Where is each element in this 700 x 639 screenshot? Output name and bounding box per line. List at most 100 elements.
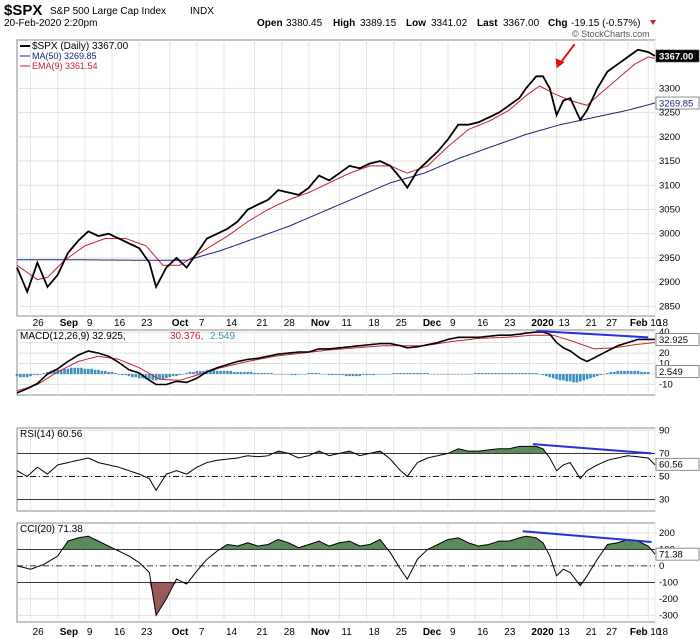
x-tick-label: 18: [657, 627, 669, 638]
histogram-bar: [195, 370, 199, 375]
y-tick-label: 30: [659, 494, 670, 505]
y-tick-label: 3000: [659, 229, 680, 240]
x-tick-label: 27: [606, 627, 618, 638]
histogram-bar: [137, 374, 141, 379]
symbol-title: $SPX: [4, 2, 42, 19]
histogram-bar: [388, 374, 392, 375]
x-tick-label: 16: [477, 627, 489, 638]
histogram-bar: [100, 370, 104, 375]
x-tick-label: 7: [199, 627, 205, 638]
histogram-bar: [73, 367, 76, 375]
y-tick-label: 20: [659, 348, 670, 359]
down-triangle-icon: [650, 20, 656, 25]
price-frame: [16, 39, 656, 317]
histogram-bar: [545, 374, 548, 377]
overbought-fill: [17, 536, 655, 550]
x-tick-label: Oct: [172, 318, 189, 329]
histogram-bar: [181, 374, 185, 375]
histogram-bar: [555, 374, 558, 380]
histogram-bar: [134, 374, 138, 378]
x-tick-label: 10: [650, 318, 662, 329]
histogram-bar: [636, 370, 640, 375]
histogram-bar: [534, 372, 538, 375]
histogram-bar: [643, 371, 647, 375]
histogram-bar: [473, 372, 477, 375]
last-value-label: 2.549: [659, 367, 683, 378]
histogram-bar: [185, 372, 188, 375]
y-tick-label: 90: [659, 425, 670, 436]
cci-line: [16, 535, 656, 617]
histogram-bar: [36, 374, 39, 376]
histogram-bar: [344, 374, 348, 377]
histogram-bar: [15, 374, 19, 377]
rsi-legend: RSI(14) 60.56: [20, 429, 83, 440]
histogram-bar: [385, 374, 389, 375]
histogram-bar: [382, 374, 385, 375]
histogram-bar: [524, 372, 528, 375]
histogram-bar: [219, 370, 222, 375]
histogram-bar: [351, 374, 355, 377]
histogram-bar: [59, 369, 63, 375]
x-tick-label: Feb: [630, 318, 648, 329]
histogram-bar: [331, 374, 334, 376]
x-tick-label: 21: [257, 318, 269, 329]
histogram-bar: [76, 367, 80, 375]
x-tick-label: 28: [284, 318, 296, 329]
exchange-label: INDX: [190, 6, 214, 17]
x-tick-label: 18: [657, 318, 669, 329]
rsi-legend-label: RSI(14) 60.56: [20, 429, 83, 440]
y-tick-label: -100: [659, 577, 678, 588]
histogram-bar: [616, 370, 619, 375]
last-value-box: [655, 457, 700, 471]
x-tick-label: Nov: [311, 627, 330, 638]
histogram-bar: [511, 372, 514, 375]
histogram-bar: [596, 374, 599, 377]
histogram-bar: [416, 372, 419, 375]
macd-legend: MACD(12,26,9) 32.925, 30.376, 2.549: [20, 331, 235, 342]
x-tick-label: Nov: [311, 318, 330, 329]
histogram-bar: [215, 370, 219, 375]
x-tick-label: 23: [504, 318, 516, 329]
histogram-bar: [348, 374, 351, 377]
histogram-bar: [171, 374, 175, 377]
histogram-bar: [585, 374, 589, 380]
x-tick-label: 26: [33, 318, 45, 329]
y-tick-label: 40: [659, 327, 670, 338]
x-tick-label: 23: [504, 627, 516, 638]
x-tick-label: 21: [257, 627, 269, 638]
histogram-bar: [551, 374, 555, 379]
histogram-bar: [565, 374, 569, 382]
x-tick-label: 14: [226, 318, 238, 329]
histogram-bar: [314, 372, 317, 375]
histogram-bar: [307, 372, 311, 375]
x-tick-label: 9: [450, 627, 456, 638]
histogram-bar: [158, 374, 161, 380]
histogram-bar: [433, 374, 436, 375]
histogram-bar: [443, 374, 446, 375]
histogram-bar: [83, 368, 87, 375]
x-tick-label: Dec: [423, 318, 442, 329]
signal-legend-label: 30.376,: [170, 331, 203, 342]
macd-panel: -10010203040MACD(12,26,9) 32.925,30.376,…: [15, 327, 700, 396]
last-value-label: 32.925: [659, 335, 688, 346]
y-tick-label: -300: [659, 610, 678, 621]
x-tick-label: 26: [33, 627, 45, 638]
histogram-bar: [378, 374, 382, 375]
stockcharts-credit: © StockCharts.com: [572, 29, 650, 39]
histogram-bar: [646, 371, 650, 375]
histogram-bar: [277, 374, 280, 375]
histogram-bar: [246, 371, 250, 375]
histogram-bar: [280, 374, 284, 375]
x-tick-label: 21: [586, 318, 598, 329]
y-tick-label: 3150: [659, 156, 680, 167]
x-tick-label: 16: [114, 627, 126, 638]
x-tick-label: 11: [341, 318, 352, 329]
histogram-bar: [32, 374, 36, 376]
x-tick-label: 7: [199, 318, 205, 329]
x-tick-label: 16: [477, 318, 489, 329]
histogram-bar: [426, 372, 429, 375]
histogram-bar: [494, 372, 497, 375]
histogram-bar: [266, 372, 270, 375]
histogram-bar: [409, 372, 412, 375]
